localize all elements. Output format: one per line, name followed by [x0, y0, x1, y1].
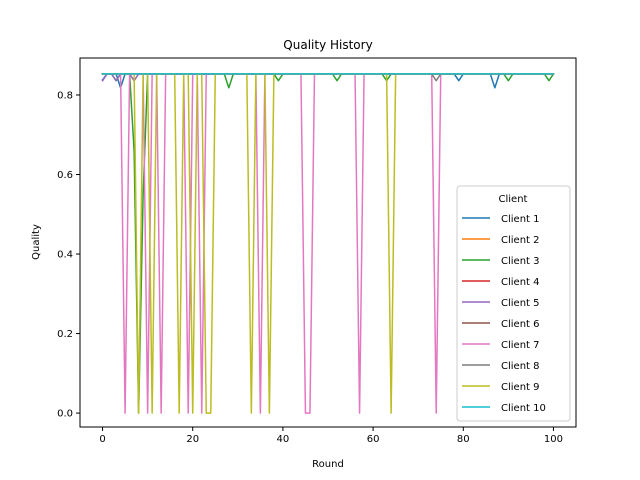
y-tick-label: 0.0 — [57, 409, 73, 420]
series-layer — [101, 72, 555, 414]
x-tick-label: 20 — [186, 434, 199, 445]
x-axis-label: Round — [312, 459, 344, 470]
legend-label-client-3: Client 3 — [501, 256, 540, 267]
legend-label-client-10: Client 10 — [501, 403, 546, 414]
y-tick-label: 0.2 — [57, 329, 73, 340]
legend-label-client-8: Client 8 — [501, 361, 540, 372]
x-tick-label: 60 — [367, 434, 380, 445]
legend-entries: Client 1 Client 2 Client 3 Client 4 Client 5… — [462, 214, 546, 414]
legend-box — [456, 185, 571, 422]
y-axis: 0.0 0.2 0.4 0.6 0.8 — [57, 90, 80, 420]
legend-label-client-4: Client 4 — [501, 277, 540, 288]
x-tick-label: 40 — [277, 434, 290, 445]
legend-label-client-2: Client 2 — [501, 235, 540, 246]
x-axis: 0 20 40 60 80 100 — [99, 427, 563, 445]
legend-label-client-1: Client 1 — [501, 214, 540, 225]
legend-title: Client — [499, 194, 528, 205]
legend-label-client-9: Client 9 — [501, 382, 540, 393]
axes-frame — [79, 57, 577, 428]
y-tick-label: 0.6 — [57, 170, 73, 181]
legend-label-client-6: Client 6 — [501, 319, 540, 330]
chart-title: Quality History — [283, 38, 372, 52]
plot-area — [79, 57, 577, 428]
y-axis-label: Quality — [31, 224, 42, 260]
x-tick-label: 100 — [544, 434, 563, 445]
series-line-client-3 — [101, 72, 555, 414]
legend-label-client-5: Client 5 — [501, 298, 540, 309]
y-tick-label: 0.4 — [57, 250, 73, 261]
legend-label-client-7: Client 7 — [501, 340, 540, 351]
y-tick-label: 0.8 — [57, 90, 73, 101]
x-tick-label: 80 — [457, 434, 470, 445]
x-tick-label: 0 — [99, 434, 105, 445]
